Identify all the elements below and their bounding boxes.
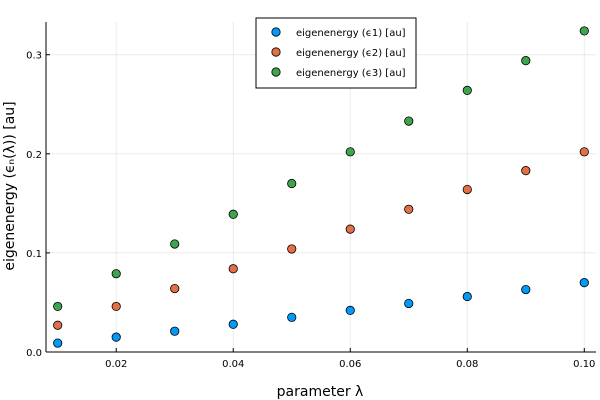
axes xyxy=(45,22,596,353)
data-point-series-1 xyxy=(53,338,63,348)
data-point-series-1 xyxy=(228,319,238,329)
data-point-series-3 xyxy=(579,26,589,36)
legend-marker-3 xyxy=(271,67,281,77)
data-point-series-1 xyxy=(111,332,121,342)
data-point-series-3 xyxy=(53,301,63,312)
legend: eigenenergy (ϵ1) [au] eigenenergy (ϵ2) [a… xyxy=(255,17,417,89)
data-point-series-2 xyxy=(345,224,355,234)
data-point-series-1 xyxy=(287,312,297,322)
data-point-series-3 xyxy=(287,178,297,189)
data-point-series-3 xyxy=(111,269,121,279)
x-axis-label: parameter λ xyxy=(277,384,364,400)
data-point-series-2 xyxy=(287,244,297,254)
y-tick-label: 0.0 xyxy=(26,348,42,359)
x-tick-label: 0.10 xyxy=(573,359,595,370)
data-point-series-3 xyxy=(228,209,238,219)
data-point-series-1 xyxy=(345,305,355,315)
y-tick-label: 0.1 xyxy=(26,249,42,260)
data-point-series-2 xyxy=(462,184,472,195)
legend-label-1: eigenenergy (ϵ1) [au] xyxy=(296,28,406,39)
x-tick-label: 0.08 xyxy=(456,359,478,370)
y-tick-labels: 0.0 0.1 0.2 0.3 xyxy=(26,51,42,359)
y-tick-label: 0.3 xyxy=(26,51,42,62)
data-point-series-1 xyxy=(579,278,589,288)
data-point-series-3 xyxy=(462,85,472,95)
data-point-series-1 xyxy=(170,326,180,336)
data-point-series-2 xyxy=(111,301,121,312)
data-point-series-2 xyxy=(228,264,238,274)
data-point-series-1 xyxy=(521,284,531,295)
x-tick-label: 0.06 xyxy=(339,359,361,370)
data-point-series-2 xyxy=(53,320,63,330)
data-point-series-2 xyxy=(404,204,414,214)
x-tick-label: 0.04 xyxy=(222,359,244,370)
data-point-series-1 xyxy=(404,298,414,309)
data-point-series-2 xyxy=(579,147,589,157)
data-point-series-3 xyxy=(521,56,531,66)
data-point-series-1 xyxy=(462,291,472,302)
data-point-series-2 xyxy=(170,283,180,294)
data-point-series-2 xyxy=(521,166,531,176)
legend-marker-2 xyxy=(271,47,281,57)
data-point-series-3 xyxy=(404,116,414,126)
data-points xyxy=(53,26,589,348)
legend-marker-1 xyxy=(271,27,281,37)
legend-label-2: eigenenergy (ϵ2) [au] xyxy=(296,48,406,59)
legend-label-3: eigenenergy (ϵ3) [au] xyxy=(296,68,406,79)
y-tick-label: 0.2 xyxy=(26,150,42,161)
data-point-series-3 xyxy=(345,147,355,157)
data-point-series-3 xyxy=(170,239,180,249)
x-tick-labels: 0.02 0.04 0.06 0.08 0.10 xyxy=(105,359,595,370)
y-axis-label: eigenenergy (ϵₙ(λ)) [au] xyxy=(2,101,18,270)
x-tick-label: 0.02 xyxy=(105,359,127,370)
legend-box xyxy=(255,17,417,89)
